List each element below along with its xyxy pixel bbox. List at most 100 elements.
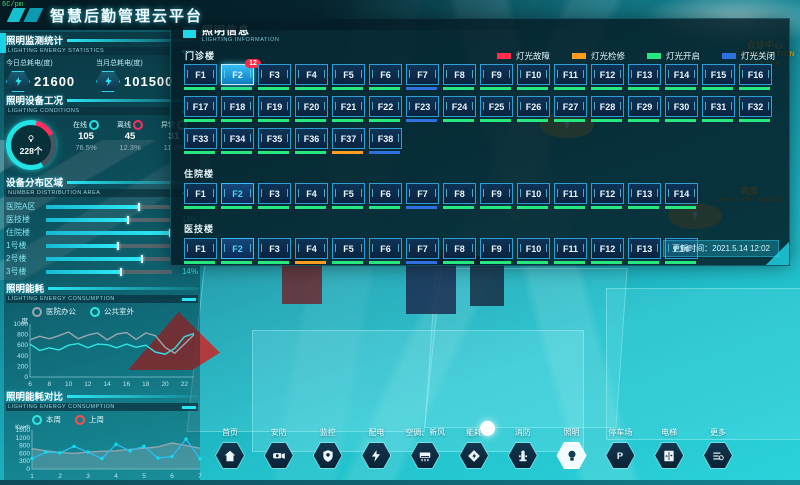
device-gauge: 228个 — [6, 120, 56, 170]
compare-chart: 0 300 600 900 1200 1500 1 2 3 4 5 6 7 Kw•h — [6, 424, 202, 485]
floor-label: F34 — [229, 133, 246, 144]
floor-button-门诊楼-F36[interactable]: F36 — [295, 128, 328, 149]
floor-button-住院楼-F11[interactable]: F11 — [554, 183, 587, 204]
nav-item-首页[interactable]: 首页 — [206, 427, 254, 469]
floor-button-门诊楼-F34[interactable]: F34 — [221, 128, 254, 149]
floor-button-医技楼-F10[interactable]: F10 — [517, 238, 550, 259]
floor-button-住院楼-F4[interactable]: F4 — [295, 183, 328, 204]
floor-state-bar — [739, 119, 770, 122]
floor-button-门诊楼-F14[interactable]: F14 — [665, 64, 698, 85]
floor-button-住院楼-F9[interactable]: F9 — [480, 183, 513, 204]
floor-button-门诊楼-F2[interactable]: F2 12 — [221, 59, 261, 85]
energy-chart: 0 200 400 600 800 1000 6 8 10 12 14 16 18 20 22 度 — [6, 316, 198, 393]
floor-button-门诊楼-F38[interactable]: F38 — [369, 128, 402, 149]
floor-button-住院楼-F8[interactable]: F8 — [443, 183, 476, 204]
floor-button-医技楼-F5[interactable]: F5 — [332, 238, 365, 259]
floor-button-住院楼-F1[interactable]: F1 — [184, 183, 217, 204]
floor-state-bar — [406, 87, 437, 90]
floor-button-门诊楼-F24[interactable]: F24 — [443, 96, 476, 117]
floor-button-医技楼-F9[interactable]: F9 — [480, 238, 513, 259]
nav-item-电梯[interactable]: 电梯 — [645, 427, 693, 469]
nav-item-能耗[interactable]: 能耗 — [450, 427, 498, 469]
floor-button-门诊楼-F22[interactable]: F22 — [369, 96, 402, 117]
floor-button-门诊楼-F20[interactable]: F20 — [295, 96, 328, 117]
section-title: 照明设备工况 — [6, 96, 64, 107]
floor-button-门诊楼-F27[interactable]: F27 — [554, 96, 587, 117]
floor-cell: F11 — [554, 64, 591, 90]
floor-button-医技楼-F13[interactable]: F13 — [628, 238, 661, 259]
floor-button-门诊楼-F37[interactable]: F37 — [332, 128, 365, 149]
floor-button-住院楼-F3[interactable]: F3 — [258, 183, 291, 204]
floor-button-门诊楼-F21[interactable]: F21 — [332, 96, 365, 117]
floor-button-门诊楼-F11[interactable]: F11 — [554, 64, 587, 85]
floor-button-医技楼-F7[interactable]: F7 — [406, 238, 439, 259]
floor-state-bar — [295, 206, 326, 209]
floor-button-门诊楼-F26[interactable]: F26 — [517, 96, 550, 117]
floor-button-门诊楼-F15[interactable]: F15 — [702, 64, 735, 85]
floor-button-门诊楼-F8[interactable]: F8 — [443, 64, 476, 85]
floor-button-住院楼-F13[interactable]: F13 — [628, 183, 661, 204]
floor-cell: F15 — [702, 64, 739, 90]
floor-button-门诊楼-F4[interactable]: F4 — [295, 64, 328, 85]
floor-button-门诊楼-F17[interactable]: F17 — [184, 96, 217, 117]
nav-item-停车场[interactable]: 停车场 P — [596, 427, 644, 469]
floor-button-住院楼-F10[interactable]: F10 — [517, 183, 550, 204]
floor-button-门诊楼-F5[interactable]: F5 — [332, 64, 365, 85]
floor-state-bar — [221, 151, 252, 154]
floor-button-医技楼-F12[interactable]: F12 — [591, 238, 624, 259]
floor-button-门诊楼-F18[interactable]: F18 — [221, 96, 254, 117]
floor-state-bar — [184, 261, 215, 264]
floor-button-住院楼-F14[interactable]: F14 — [665, 183, 698, 204]
floor-button-住院楼-F2[interactable]: F2 — [221, 183, 254, 204]
nav-item-安防[interactable]: 安防 — [255, 427, 303, 469]
floor-button-门诊楼-F9[interactable]: F9 — [480, 64, 513, 85]
floor-button-住院楼-F12[interactable]: F12 — [591, 183, 624, 204]
floor-button-门诊楼-F10[interactable]: F10 — [517, 64, 550, 85]
nav-item-消防[interactable]: 消防 — [499, 427, 547, 469]
nav-hex — [361, 442, 392, 469]
floor-button-门诊楼-F29[interactable]: F29 — [628, 96, 661, 117]
legend-item: 灯光故障 — [496, 50, 550, 62]
floor-button-医技楼-F2[interactable]: F2 — [221, 238, 254, 259]
nav-item-照明[interactable]: 照明 — [548, 427, 596, 469]
nav-item-空调、新风[interactable]: 空调、新风 — [401, 427, 449, 469]
stat-label: 当月总耗电(度) — [96, 60, 143, 67]
floor-button-门诊楼-F7[interactable]: F7 — [406, 64, 439, 85]
floor-cell: F2 — [221, 183, 258, 209]
floor-button-医技楼-F11[interactable]: F11 — [554, 238, 587, 259]
more-icon — [703, 443, 732, 468]
floor-button-门诊楼-F25[interactable]: F25 — [480, 96, 513, 117]
floor-button-住院楼-F6[interactable]: F6 — [369, 183, 402, 204]
floor-button-门诊楼-F35[interactable]: F35 — [258, 128, 291, 149]
nav-item-监控[interactable]: 监控 — [304, 427, 352, 469]
bar-thumb — [141, 254, 144, 263]
floor-button-医技楼-F3[interactable]: F3 — [258, 238, 291, 259]
floor-button-门诊楼-F31[interactable]: F31 — [702, 96, 735, 117]
floor-state-bar — [332, 261, 363, 264]
floor-button-门诊楼-F13[interactable]: F13 — [628, 64, 661, 85]
floor-state-bar — [258, 151, 289, 154]
floor-button-门诊楼-F1[interactable]: F1 — [184, 64, 217, 85]
floor-button-门诊楼-F32[interactable]: F32 — [739, 96, 772, 117]
floor-button-住院楼-F7[interactable]: F7 — [406, 183, 439, 204]
floor-button-门诊楼-F23[interactable]: F23 — [406, 96, 439, 117]
svg-text:14: 14 — [104, 381, 112, 388]
floor-button-门诊楼-F12[interactable]: F12 — [591, 64, 624, 85]
floor-button-门诊楼-F16[interactable]: F16 — [739, 64, 772, 85]
floor-button-医技楼-F8[interactable]: F8 — [443, 238, 476, 259]
floor-button-住院楼-F5[interactable]: F5 — [332, 183, 365, 204]
svg-text:P: P — [617, 450, 623, 460]
floor-button-门诊楼-F30[interactable]: F30 — [665, 96, 698, 117]
floor-button-门诊楼-F19[interactable]: F19 — [258, 96, 291, 117]
floor-button-门诊楼-F33[interactable]: F33 — [184, 128, 217, 149]
floor-button-医技楼-F6[interactable]: F6 — [369, 238, 402, 259]
floor-button-门诊楼-F3[interactable]: F3 — [258, 64, 291, 85]
floor-button-医技楼-F1[interactable]: F1 — [184, 238, 217, 259]
floor-button-医技楼-F14[interactable]: F14 — [665, 238, 698, 259]
nav-item-更多[interactable]: 更多 — [694, 427, 742, 469]
nav-item-配电[interactable]: 配电 — [352, 427, 400, 469]
bolt-icon — [362, 443, 391, 468]
floor-button-门诊楼-F6[interactable]: F6 — [369, 64, 402, 85]
floor-button-门诊楼-F28[interactable]: F28 — [591, 96, 624, 117]
floor-button-医技楼-F4[interactable]: F4 — [295, 238, 328, 259]
